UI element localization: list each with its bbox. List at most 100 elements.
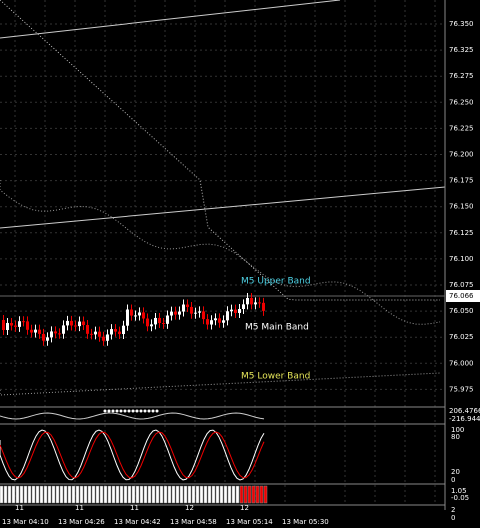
price-label: 76.000 [449, 359, 474, 367]
candle [70, 320, 73, 326]
candle [178, 311, 181, 315]
candle [54, 331, 57, 334]
hist-bar [15, 485, 20, 504]
candle [238, 308, 241, 313]
candle [38, 329, 41, 334]
candle [246, 297, 249, 305]
candle [62, 325, 65, 334]
candle [106, 334, 109, 341]
hist-bar [135, 485, 140, 504]
candle [186, 304, 189, 307]
day-mark: 11 [130, 504, 139, 512]
hist-bar [43, 485, 48, 504]
candle [166, 315, 169, 324]
candle [158, 317, 161, 324]
hist-bar [151, 485, 156, 504]
hist-bar [35, 485, 40, 504]
candle [10, 322, 13, 326]
price-label: 76.200 [449, 151, 474, 159]
dot [147, 409, 151, 413]
price-label: 76.125 [449, 229, 474, 237]
hist-bar [19, 485, 24, 504]
candle [2, 320, 5, 330]
dot [143, 409, 147, 413]
hist-bar [251, 485, 256, 504]
hist-bar [7, 485, 12, 504]
grid [0, 0, 445, 505]
candle [258, 302, 261, 304]
candle [254, 302, 257, 305]
hist-bar [163, 485, 168, 504]
hist-bar [143, 485, 148, 504]
dot [119, 409, 123, 413]
hist-bar [3, 485, 8, 504]
band-label: M5 Lower Band [241, 372, 310, 382]
band-line [0, 0, 440, 301]
hist-bar [219, 485, 224, 504]
hist-bar [91, 485, 96, 504]
hist-bar [155, 485, 160, 504]
candle [46, 337, 49, 341]
hist-bar [31, 485, 36, 504]
dot [123, 409, 127, 413]
candle [98, 331, 101, 337]
hist-bar [175, 485, 180, 504]
candle [74, 325, 77, 327]
osc-label: 206.4766 [449, 407, 480, 415]
candle [126, 309, 129, 326]
hist-bar [159, 485, 164, 504]
band-label: M5 Upper Band [241, 277, 311, 287]
band-line [0, 372, 441, 396]
candle [14, 325, 17, 327]
hist-bar [23, 485, 28, 504]
candle [226, 311, 229, 321]
hist-bar [59, 485, 64, 504]
stoch-label: 0 [451, 476, 455, 484]
hist-bar [63, 485, 68, 504]
hist-label: 1.05 [451, 487, 467, 495]
price-label: 75.975 [449, 385, 474, 393]
hist-bar [67, 485, 72, 504]
candle [82, 321, 85, 325]
hist-bar [227, 485, 232, 504]
time-label: 13 Mar 04:26 [58, 518, 105, 526]
candle [114, 329, 117, 332]
candle [6, 322, 9, 330]
hist-bar [215, 485, 220, 504]
candle [198, 311, 201, 313]
candle [138, 312, 141, 316]
dot [155, 409, 159, 413]
candle [122, 325, 125, 335]
candle [118, 331, 121, 335]
hist-bar [75, 485, 80, 504]
dot [115, 409, 119, 413]
candle [234, 309, 237, 313]
stoch-signal [0, 431, 265, 479]
price-label: 76.100 [449, 255, 474, 263]
candle [102, 336, 105, 341]
price-label: 76.350 [449, 20, 474, 28]
candle [210, 320, 213, 325]
dot [131, 409, 135, 413]
dot [111, 409, 115, 413]
hist-bar [95, 485, 100, 504]
candle [202, 311, 205, 320]
candle [78, 321, 81, 327]
time-label: 13 Mar 05:14 [226, 518, 273, 526]
price-label: 76.250 [449, 98, 474, 106]
time-label: 13 Mar 04:10 [2, 518, 49, 526]
hist-bar [211, 485, 216, 504]
current-price-box [446, 290, 480, 302]
hist-bar [195, 485, 200, 504]
hist-bar [55, 485, 60, 504]
hist-bar [51, 485, 56, 504]
price-label: 76.325 [449, 46, 474, 54]
candle [182, 304, 185, 312]
candle [18, 321, 21, 327]
hist-bar [131, 485, 136, 504]
hist-bar [263, 485, 268, 504]
hist-bar [0, 485, 4, 504]
hist-bar [239, 485, 244, 504]
candle [26, 321, 29, 330]
candle [162, 323, 165, 325]
